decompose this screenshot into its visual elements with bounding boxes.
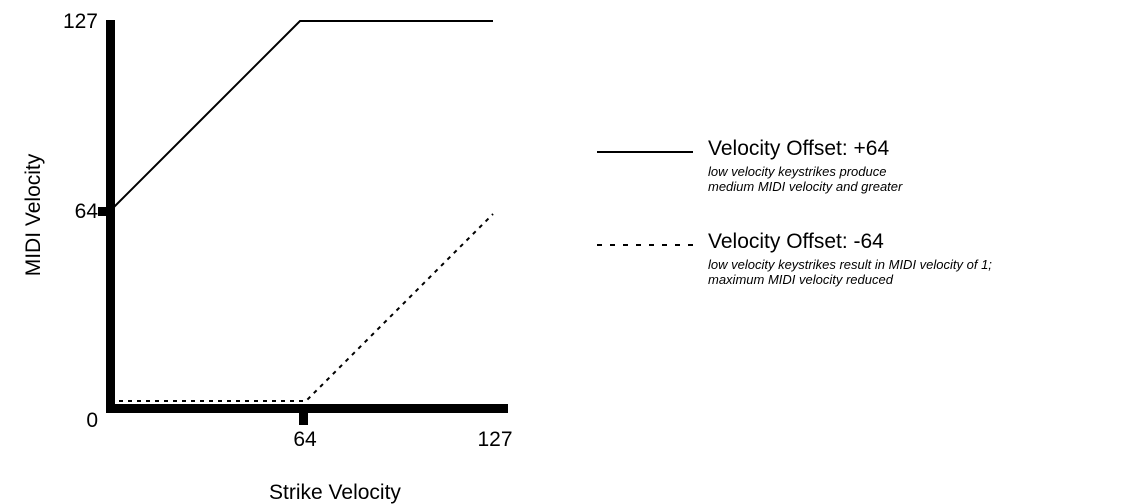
x-tick-label: 64	[293, 428, 317, 451]
legend-description-2: maximum MIDI velocity reduced	[708, 272, 894, 287]
y-tick-label: 64	[75, 200, 99, 223]
y-tick-mark	[98, 206, 108, 216]
y-axis-title: MIDI Velocity	[22, 153, 45, 276]
legend-description-1: low velocity keystrikes produce	[708, 164, 886, 179]
y-axis	[106, 20, 115, 413]
y-tick-label: 0	[86, 409, 98, 432]
x-tick-label: 127	[477, 428, 512, 451]
legend-description-1: medium MIDI velocity and greater	[708, 179, 903, 194]
legend-description-2: low velocity keystrikes result in MIDI v…	[708, 257, 992, 272]
legend-label-1: Velocity Offset: +64	[708, 137, 889, 160]
legend-label-2: Velocity Offset: -64	[708, 230, 884, 253]
y-tick-label: 127	[63, 10, 98, 33]
series-line-1	[109, 20, 493, 212]
x-axis-title: Strike Velocity	[269, 481, 401, 504]
series-line-2	[110, 213, 494, 402]
x-tick-mark	[299, 404, 309, 425]
